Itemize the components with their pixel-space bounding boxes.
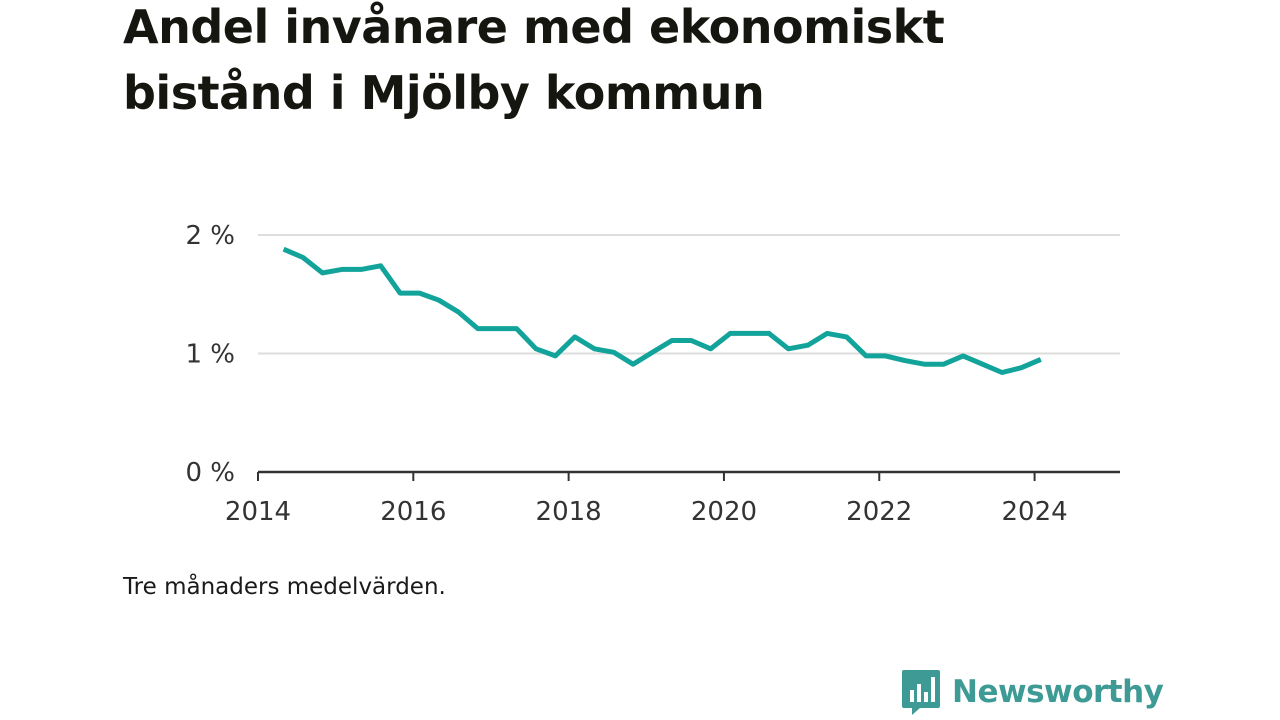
y-tick-label: 0 % — [185, 458, 235, 488]
brand-name: Newsworthy — [952, 674, 1164, 710]
series-polyline — [282, 246, 1042, 375]
x-tick-label: 2024 — [1001, 497, 1067, 527]
brand-logo: Newsworthy — [900, 668, 1164, 716]
x-tick-label: 2016 — [380, 497, 446, 527]
chart-title: Andel invånare med ekonomiskt bistånd i … — [123, 0, 945, 120]
y-tick-label: 1 % — [185, 340, 235, 370]
chart-note: Tre månaders medelvärden. — [123, 574, 446, 600]
line-chart: 0 % 1 % 2 % 2014 2016 2018 2020 2022 2024 — [185, 221, 1120, 527]
x-tick-label: 2014 — [225, 497, 291, 527]
x-tick-label: 2022 — [846, 497, 912, 527]
tick-labels: 0 % 1 % 2 % 2014 2016 2018 2020 2022 2024 — [185, 221, 1067, 527]
x-tick-label: 2018 — [536, 497, 602, 527]
x-axis — [257, 470, 1120, 481]
grid-lines — [258, 234, 1120, 355]
x-tick-label: 2020 — [691, 497, 757, 527]
bar-chart-bubble-icon — [902, 670, 940, 715]
y-tick-label: 2 % — [185, 221, 235, 251]
series-line — [282, 246, 1042, 375]
